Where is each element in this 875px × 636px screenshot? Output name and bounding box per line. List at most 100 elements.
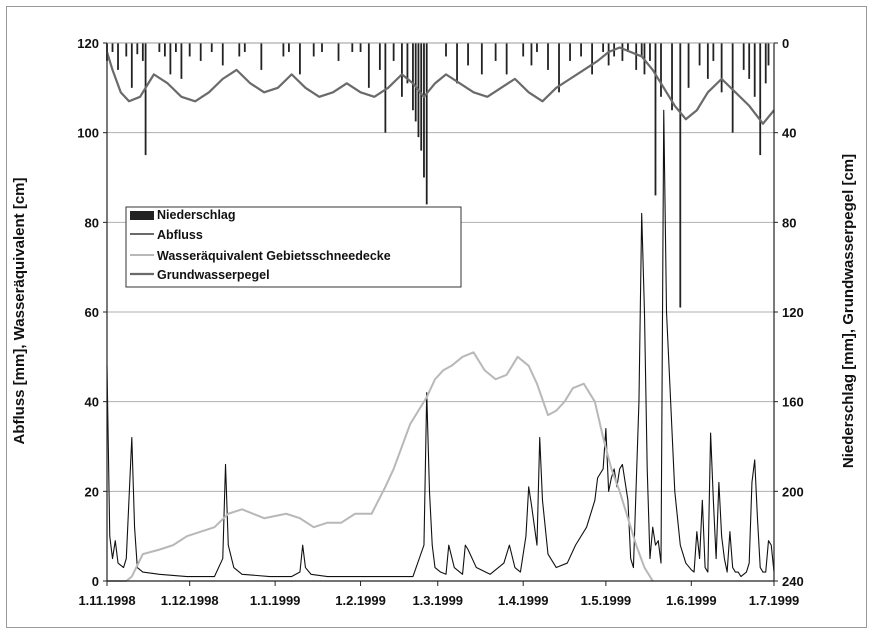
- x-tick-label-5: 1.4.1999: [498, 593, 549, 608]
- legend: Niederschlag Abfluss Wasseräquivalent Ge…: [125, 206, 462, 288]
- right-tick-label-5: 200: [782, 484, 804, 499]
- bar-niederschlag-10: [169, 43, 172, 75]
- x-tick-label-4: 1.3.1999: [412, 593, 463, 608]
- bar-niederschlag-50: [558, 43, 560, 93]
- right-tick-label-6: 240: [782, 574, 804, 589]
- bar-niederschlag-1: [111, 43, 114, 52]
- bar-niederschlag-3: [125, 43, 128, 57]
- x-tick-label-1: 1.12.1998: [161, 593, 219, 608]
- bar-niederschlag-26: [351, 43, 354, 52]
- bar-niederschlag-12: [180, 43, 183, 79]
- gridlines: [107, 132, 774, 492]
- bar-niederschlag-62: [649, 43, 651, 61]
- bar-niederschlag-31: [392, 43, 395, 61]
- right-axis-title: Niederschlag [mm], Grundwasserpegel [cm]: [840, 154, 857, 468]
- bar-niederschlag-38: [423, 43, 425, 178]
- bar-niederschlag-23: [312, 43, 315, 57]
- bar-niederschlag-39: [425, 43, 428, 205]
- bar-niederschlag-57: [621, 43, 624, 61]
- right-tick-label-0: 0: [782, 36, 789, 51]
- left-tick-label-4: 80: [85, 215, 99, 230]
- tick-labels: 0 20 40 60 80 100 120 0 40 80 120 160 200 240 1.11.199…: [77, 36, 803, 608]
- line-grundwasserpegel: [105, 46, 775, 125]
- bar-niederschlag-70: [712, 43, 715, 61]
- chart-frame: [6, 6, 867, 628]
- bar-niederschlag-66: [679, 43, 682, 308]
- bar-niederschlag-49: [547, 43, 549, 70]
- bar-niederschlag-28: [367, 43, 370, 88]
- bar-niederschlag-44: [494, 43, 497, 61]
- bar-niederschlag-71: [720, 43, 723, 93]
- line-wasser-quivalent-gebietsschneedecke: [107, 351, 654, 582]
- bar-niederschlag-22: [299, 43, 301, 75]
- bar-niederschlag-32: [401, 43, 403, 97]
- bar-niederschlag-53: [591, 43, 593, 75]
- x-tick-label-7: 1.6.1999: [666, 593, 717, 608]
- legend-label-abfluss: Abfluss: [157, 228, 203, 242]
- bar-niederschlag-77: [764, 43, 767, 84]
- bar-niederschlag-45: [505, 43, 508, 75]
- bar-niederschlag-14: [199, 43, 202, 61]
- series-lines: [105, 46, 775, 582]
- bar-niederschlag-21: [288, 43, 290, 52]
- bar-niederschlag-75: [753, 43, 756, 97]
- bar-niederschlag-55: [607, 43, 610, 66]
- bar-niederschlag-9: [163, 43, 166, 57]
- bar-niederschlag-11: [175, 43, 177, 52]
- bar-niederschlag-51: [569, 43, 571, 61]
- bar-niederschlag-65: [671, 43, 673, 111]
- axes: [103, 42, 778, 586]
- bar-niederschlag-7: [144, 43, 147, 156]
- bar-niederschlag-59: [635, 43, 638, 70]
- legend-box: [125, 206, 462, 288]
- bar-niederschlag-20: [282, 43, 285, 57]
- bar-niederschlag-68: [698, 43, 701, 66]
- bar-niederschlag-33: [406, 43, 409, 84]
- bar-niederschlag-78: [767, 43, 770, 66]
- bar-niederschlag-48: [536, 43, 538, 52]
- bar-niederschlag-25: [337, 43, 340, 61]
- bar-niederschlag-76: [759, 43, 762, 156]
- bar-niederschlag-30: [384, 43, 387, 133]
- bar-niederschlag-69: [706, 43, 709, 79]
- bar-niederschlag-52: [580, 43, 582, 57]
- bar-niederschlag-27: [359, 43, 362, 52]
- bar-niederschlag-29: [378, 43, 381, 70]
- left-tick-label-1: 20: [85, 484, 99, 499]
- bar-niederschlag-64: [660, 43, 662, 97]
- bar-niederschlag-72: [731, 43, 734, 133]
- bar-niederschlag-18: [243, 43, 246, 52]
- bar-niederschlag-46: [522, 43, 525, 57]
- bar-niederschlag-74: [748, 43, 751, 79]
- right-tick-label-4: 160: [782, 395, 804, 410]
- series-niederschlag: [106, 43, 770, 308]
- x-tick-label-0: 1.11.1998: [78, 593, 135, 608]
- right-tick-label-3: 120: [782, 305, 804, 320]
- legend-swatch-niederschlag: [130, 211, 154, 220]
- legend-label-niederschlag: Niederschlag: [157, 208, 236, 222]
- bar-niederschlag-42: [467, 43, 469, 66]
- bar-niederschlag-63: [654, 43, 657, 196]
- left-tick-label-6: 120: [77, 36, 99, 51]
- bar-niederschlag-58: [627, 43, 629, 52]
- legend-label-wasseraequivalent: Wasseräquivalent Gebietsschneedecke: [157, 249, 391, 263]
- bar-niederschlag-6: [141, 43, 144, 61]
- bar-niederschlag-4: [130, 43, 133, 88]
- x-tick-label-6: 1.5.1999: [581, 593, 632, 608]
- bar-niederschlag-13: [188, 43, 191, 57]
- right-tick-label-1: 40: [782, 126, 796, 141]
- bar-niederschlag-19: [260, 43, 263, 70]
- bar-niederschlag-67: [687, 43, 690, 88]
- left-tick-label-0: 0: [92, 574, 99, 589]
- bar-niederschlag-24: [321, 43, 323, 52]
- bar-niederschlag-15: [210, 43, 213, 52]
- bar-niederschlag-34: [412, 43, 414, 111]
- bar-niederschlag-35: [414, 43, 417, 122]
- x-tick-label-3: 1.2.1999: [335, 593, 386, 608]
- left-axis-title: Abfluss [mm], Wasseräquivalent [cm]: [11, 177, 28, 444]
- bar-niederschlag-41: [456, 43, 458, 84]
- bar-niederschlag-54: [602, 43, 605, 52]
- bar-niederschlag-47: [530, 43, 533, 66]
- bar-niederschlag-73: [742, 43, 745, 70]
